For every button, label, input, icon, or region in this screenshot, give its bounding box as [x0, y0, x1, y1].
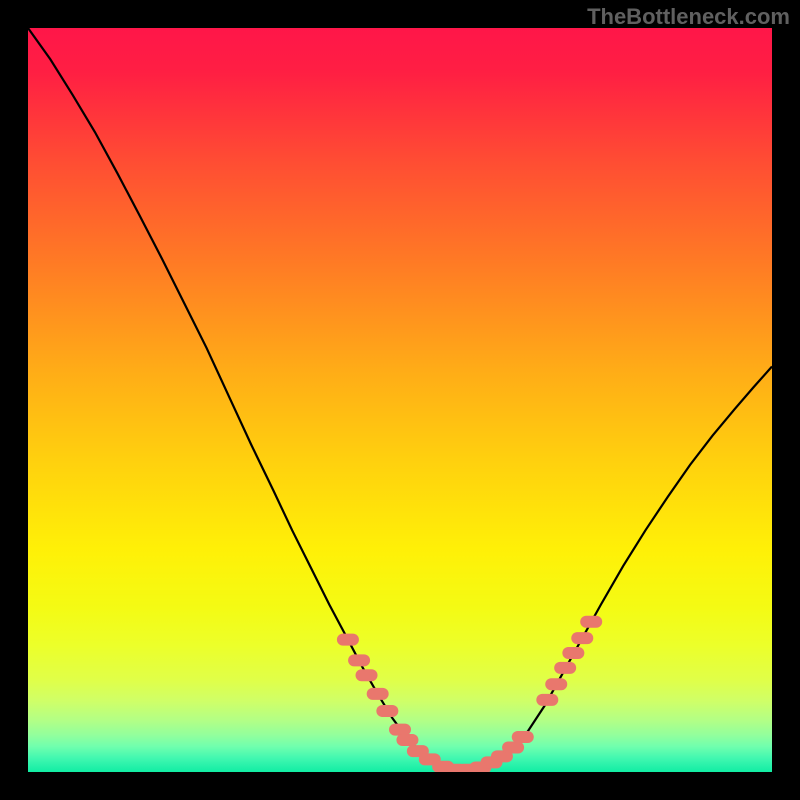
bottleneck-curve-chart [28, 28, 772, 772]
curve-marker [545, 678, 567, 690]
chart-frame: TheBottleneck.com [0, 0, 800, 800]
watermark-text: TheBottleneck.com [587, 4, 790, 30]
curve-marker [389, 724, 411, 736]
curve-marker [536, 694, 558, 706]
curve-marker [554, 662, 576, 674]
plot-area [28, 28, 772, 772]
curve-marker [396, 734, 418, 746]
curve-marker [502, 741, 524, 753]
curve-marker [512, 731, 534, 743]
curve-marker [337, 634, 359, 646]
gradient-background [28, 28, 772, 772]
curve-marker [562, 647, 584, 659]
curve-marker [356, 669, 378, 681]
curve-marker [367, 688, 389, 700]
curve-marker [376, 705, 398, 717]
curve-marker [580, 616, 602, 628]
curve-marker [571, 632, 593, 644]
curve-marker [348, 654, 370, 666]
